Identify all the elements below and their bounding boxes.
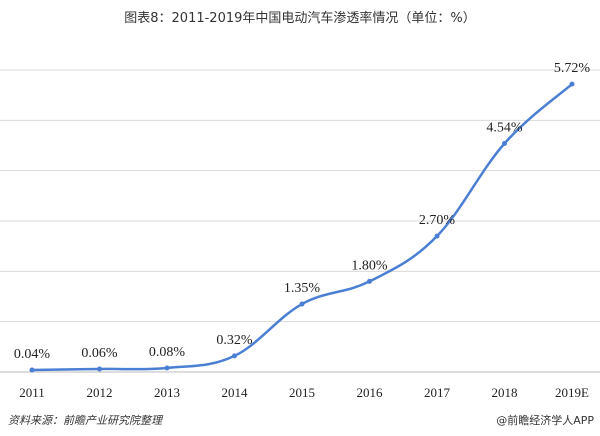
value-label: 1.80% bbox=[351, 258, 388, 273]
line bbox=[31, 83, 573, 372]
x-tick-label: 2019E bbox=[555, 385, 589, 400]
x-tick-label: 2011 bbox=[19, 385, 45, 400]
point bbox=[97, 366, 102, 372]
x-tick-label: 2017 bbox=[424, 385, 451, 400]
point bbox=[367, 278, 372, 284]
source-note: 资料来源：前瞻产业研究院整理 bbox=[8, 414, 164, 427]
value-label: 4.54% bbox=[486, 120, 523, 135]
value-label: 0.08% bbox=[149, 345, 186, 360]
point bbox=[232, 353, 237, 359]
value-label: 2.70% bbox=[419, 213, 456, 228]
chart-title: 图表8：2011-2019年中国电动汽车渗透率情况（单位：%） bbox=[124, 10, 475, 26]
x-tick-label: 2016 bbox=[357, 385, 384, 400]
point bbox=[434, 233, 440, 239]
point bbox=[569, 81, 575, 87]
x-tick-label: 2018 bbox=[492, 385, 518, 400]
x-tick-label: 2012 bbox=[87, 385, 113, 400]
value-label: 0.32% bbox=[216, 333, 253, 348]
credit: @前瞻经济学人APP bbox=[496, 413, 594, 427]
value-label: 0.06% bbox=[81, 346, 118, 361]
point bbox=[299, 301, 305, 307]
x-tick-label: 2014 bbox=[222, 385, 249, 400]
x-tick-label: 2013 bbox=[154, 385, 180, 400]
value-label: 1.35% bbox=[284, 281, 321, 296]
point bbox=[502, 140, 507, 146]
point bbox=[29, 367, 35, 373]
value-label: 0.04% bbox=[14, 347, 51, 362]
x-tick-label: 2015 bbox=[289, 385, 315, 400]
value-label: 5.72% bbox=[554, 61, 591, 76]
point bbox=[164, 365, 170, 371]
